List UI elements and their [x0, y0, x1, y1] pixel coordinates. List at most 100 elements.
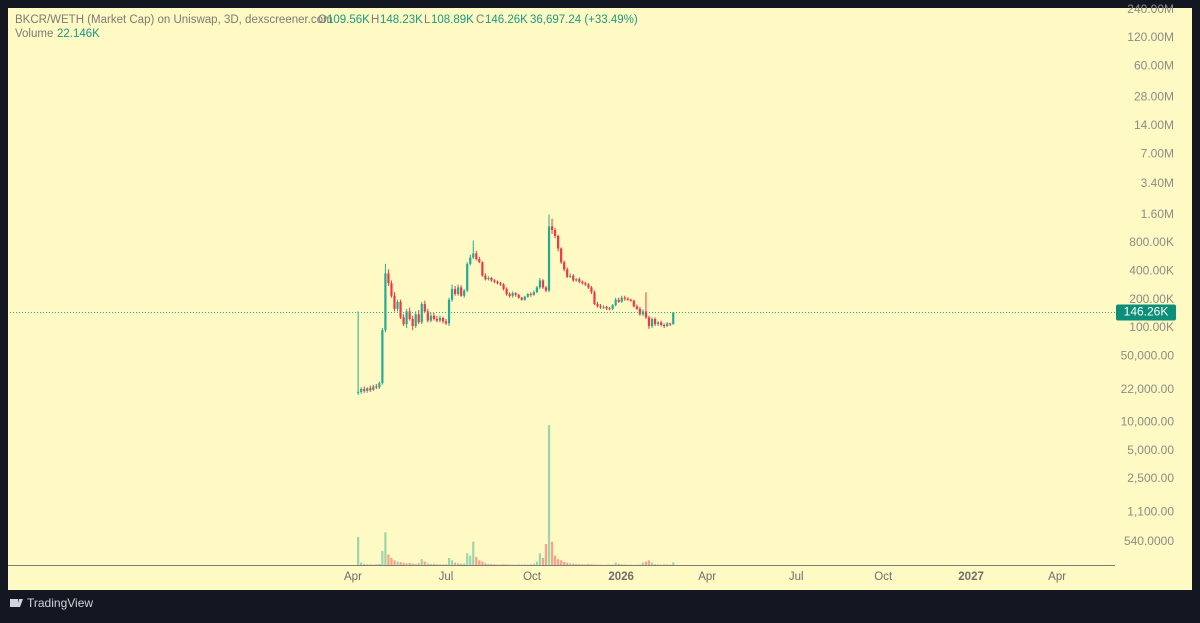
candle-body — [381, 330, 383, 383]
candle-body — [560, 248, 562, 262]
x-tick-label: Apr — [698, 571, 716, 583]
y-tick-label: 28.00M — [1134, 90, 1174, 104]
y-tick-label: 540.0000 — [1124, 534, 1174, 548]
candle-body — [587, 284, 589, 287]
x-tick-label: 2027 — [958, 571, 984, 583]
candle-body — [578, 279, 580, 282]
candle-body — [566, 269, 568, 276]
volume-bar — [490, 564, 492, 565]
x-tick-label: Oct — [523, 571, 542, 583]
volume-bar — [421, 559, 423, 565]
candle-body — [502, 284, 504, 288]
candle-body — [372, 386, 374, 390]
volume-bar — [451, 560, 453, 565]
candle-body — [551, 226, 553, 230]
candle-body — [639, 309, 641, 314]
volume-bar — [584, 564, 586, 565]
candle-body — [499, 283, 501, 284]
volume-bar — [448, 558, 450, 565]
candle-body — [475, 253, 477, 259]
volume-bar — [618, 564, 620, 565]
legend-value: 109.56K — [327, 14, 370, 26]
candle-body — [360, 389, 362, 392]
volume-bar — [566, 563, 568, 565]
candle-body — [384, 273, 386, 330]
candle-body — [487, 278, 489, 279]
candle-body — [439, 318, 441, 321]
volume-bar — [524, 564, 526, 565]
candle-body — [378, 383, 380, 387]
volume-bar — [454, 563, 456, 565]
candle-body — [521, 298, 523, 300]
volume-bar — [621, 564, 623, 565]
volume-bar — [575, 564, 577, 565]
candle-body — [596, 304, 598, 306]
volume-bar — [378, 564, 380, 565]
volume-bar — [475, 557, 477, 565]
candle-body — [554, 230, 556, 236]
candle-body — [472, 253, 474, 257]
volume-bar — [569, 563, 571, 565]
candle-body — [648, 317, 650, 326]
volume-bar — [399, 562, 401, 565]
candle-body — [396, 302, 398, 309]
x-tick-label: 2026 — [608, 571, 634, 583]
candle-body — [493, 280, 495, 281]
chart-panel — [8, 8, 1192, 590]
candle-body — [451, 289, 453, 300]
legend-value: 108.89K — [431, 14, 474, 26]
candle-body — [418, 314, 420, 322]
legend-key: C — [476, 14, 484, 26]
candle-body — [478, 259, 480, 262]
volume-bar — [572, 564, 574, 565]
volume-bar — [663, 564, 665, 565]
y-tick-label: 5,000.00 — [1127, 443, 1174, 457]
volume-bar — [560, 560, 562, 565]
candle-body — [557, 236, 559, 248]
x-tick-label: Apr — [344, 571, 362, 583]
volume-bar — [581, 564, 583, 565]
volume-bar — [645, 562, 647, 566]
candle-body — [605, 307, 607, 308]
y-tick-label: 60.00M — [1134, 59, 1174, 73]
volume-bar — [557, 559, 559, 565]
volume-bar — [466, 553, 468, 565]
y-tick-label: 400.00K — [1129, 264, 1174, 278]
candle-body — [375, 386, 377, 387]
candle-body — [669, 323, 671, 324]
candle-body — [393, 296, 395, 309]
candle-body — [406, 311, 408, 324]
candle-body — [448, 300, 450, 324]
y-tick-label: 1.60M — [1141, 207, 1174, 221]
volume-bar — [427, 564, 429, 565]
y-tick-label: 1,100.00 — [1127, 505, 1174, 519]
candle-body — [421, 304, 423, 322]
candle-body — [390, 283, 392, 296]
volume-bar — [460, 564, 462, 565]
candle-body — [463, 291, 465, 296]
candle-body — [636, 306, 638, 308]
candle-body — [530, 294, 532, 295]
candle-body — [545, 287, 547, 290]
x-tick-label: Oct — [874, 571, 893, 583]
candle-body — [536, 287, 538, 292]
candle-body — [660, 322, 662, 325]
y-tick-label: 14.00M — [1134, 118, 1174, 132]
volume-bar — [369, 564, 371, 565]
volume-bar — [384, 532, 386, 565]
candle-body — [663, 325, 665, 326]
volume-bar — [393, 560, 395, 565]
candle-body — [584, 283, 586, 284]
candle-body — [460, 287, 462, 295]
candle-body — [436, 319, 438, 321]
volume-bar — [505, 564, 507, 565]
candle-body — [542, 280, 544, 287]
volume-bar — [387, 555, 389, 566]
volume-bar — [375, 564, 377, 565]
candle-body — [569, 276, 571, 277]
candle-body — [575, 279, 577, 280]
candle-body — [512, 293, 514, 296]
volume-bar — [496, 564, 498, 565]
candle-body — [481, 262, 483, 275]
candle-body — [496, 282, 498, 283]
